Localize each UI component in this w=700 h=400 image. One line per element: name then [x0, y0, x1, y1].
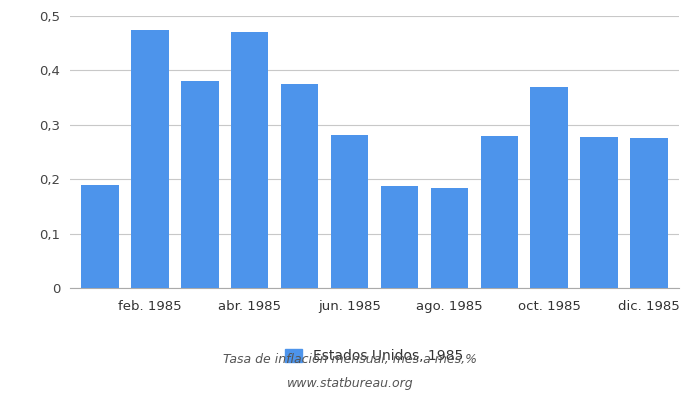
- Bar: [281, 84, 318, 288]
- Bar: [181, 81, 218, 288]
- Bar: [481, 136, 518, 288]
- Text: Tasa de inflación mensual, mes a mes,%: Tasa de inflación mensual, mes a mes,%: [223, 354, 477, 366]
- Bar: [131, 30, 169, 288]
- Bar: [331, 134, 368, 288]
- Bar: [630, 138, 668, 288]
- Legend: Estados Unidos, 1985: Estados Unidos, 1985: [280, 344, 469, 369]
- Bar: [381, 186, 418, 288]
- Bar: [231, 32, 268, 288]
- Bar: [531, 87, 568, 288]
- Bar: [81, 185, 119, 288]
- Text: www.statbureau.org: www.statbureau.org: [287, 378, 413, 390]
- Bar: [430, 188, 468, 288]
- Bar: [580, 137, 618, 288]
